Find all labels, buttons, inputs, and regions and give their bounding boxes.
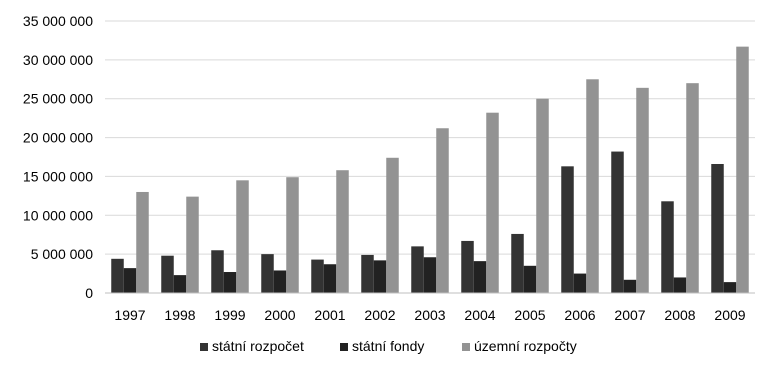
x-tick-label: 2006 [564,307,595,323]
x-tick-label: 2003 [414,307,445,323]
x-tick-label: 1999 [214,307,245,323]
bar [511,233,524,293]
x-tick-label: 1997 [114,307,145,323]
bar [736,46,749,293]
bar [373,260,387,293]
bar [586,79,599,294]
legend-label: státní rozpočet [212,338,304,354]
bar [123,268,137,293]
bar [536,98,549,293]
bar [223,272,237,293]
bar [111,258,124,293]
x-tick-label: 2009 [714,307,745,323]
bars [111,46,749,294]
bar [711,163,724,293]
bar [473,261,487,293]
bar [673,277,687,293]
legend-label: územní rozpočty [474,338,577,354]
bar [236,180,249,293]
bar [636,87,649,293]
bar [173,275,187,293]
bar [186,196,199,293]
bar [461,240,474,293]
bar [336,170,349,293]
x-tick-label: 2002 [364,307,395,323]
bar [611,151,624,293]
x-axis-tick-labels: 1997 1998 1999 2000 2001 2002 2003 2004 2005 2006… [114,307,745,323]
x-tick-label: 1998 [164,307,195,323]
legend-label: státní fondy [352,338,424,354]
legend: státní rozpočet státní fondy územní rozpoč… [200,338,577,354]
y-tick-label: 20 000 000 [23,130,93,146]
x-tick-label: 2005 [514,307,545,323]
bar [361,254,374,293]
y-tick-label: 35 000 000 [23,13,93,29]
bar [261,254,274,293]
bar [411,246,424,293]
bar [136,191,149,293]
bar [523,265,537,293]
bar [323,264,337,293]
bar [286,177,299,293]
x-tick-label: 2004 [464,307,495,323]
x-tick-label: 2008 [664,307,695,323]
y-tick-label: 30 000 000 [23,52,93,68]
bar [561,166,574,293]
bar [273,270,287,293]
y-tick-label: 5 000 000 [31,246,93,262]
legend-swatch [462,343,470,351]
y-tick-label: 15 000 000 [23,168,93,184]
bar [211,250,224,293]
y-tick-label: 25 000 000 [23,91,93,107]
x-tick-label: 2001 [314,307,345,323]
legend-swatch [200,343,208,351]
bar [486,112,499,294]
bar [436,128,449,293]
x-tick-label: 2000 [264,307,295,323]
bar [161,255,174,293]
y-axis-tick-labels: 0 5 000 000 10 000 000 15 000 000 20 000 000… [23,13,93,301]
bar [573,273,587,293]
gridlines [105,20,755,255]
bar [686,83,699,294]
y-tick-label: 10 000 000 [23,207,93,223]
bar [423,257,437,293]
bar [311,259,324,293]
y-tick-label: 0 [85,285,93,301]
bar [723,282,737,293]
bar [661,201,674,293]
bar [623,279,637,293]
x-tick-label: 2007 [614,307,645,323]
bar [386,157,399,293]
legend-swatch [340,343,348,351]
